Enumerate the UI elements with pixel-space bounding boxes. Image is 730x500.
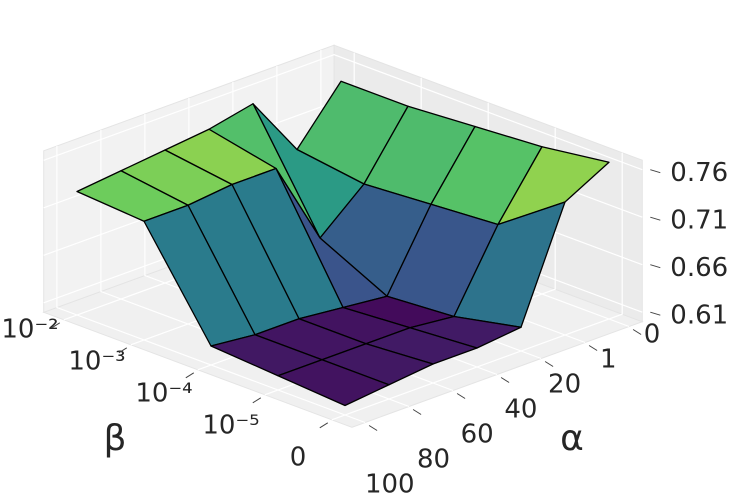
surface-face — [277, 359, 390, 407]
z-tick-label: 0.61 — [670, 301, 728, 331]
y-tick — [412, 409, 422, 415]
x-tick-label: 10⁻⁴ — [135, 379, 192, 409]
y-tick — [456, 393, 466, 399]
x-tick-label: 10⁻⁵ — [202, 411, 259, 441]
z-tick — [650, 169, 661, 174]
x-tick-label: 10⁻³ — [68, 347, 125, 377]
y-tick — [588, 345, 598, 351]
y-tick-label: 1 — [600, 345, 617, 375]
surface — [76, 80, 610, 407]
y-tick — [632, 329, 642, 335]
x-tick — [118, 347, 128, 354]
x-axis-title: β — [104, 418, 127, 459]
x-tick-label: 10⁻² — [1, 315, 58, 345]
x-tick-label: 0 — [290, 443, 307, 473]
z-tick — [650, 216, 661, 221]
x-tick — [51, 322, 61, 329]
z-tick-label: 0.66 — [670, 253, 728, 283]
y-tick — [500, 377, 510, 383]
z-tick-label: 0.76 — [670, 158, 728, 188]
y-tick — [544, 361, 554, 367]
x-tick — [319, 422, 329, 429]
grid-line — [331, 152, 623, 421]
y-tick — [368, 425, 378, 431]
grid-line — [43, 54, 643, 171]
z-tick — [650, 311, 661, 316]
x-tick — [252, 397, 262, 404]
y-tick-label: 0 — [644, 320, 661, 350]
y-tick-label: 80 — [417, 445, 450, 475]
x-tick — [185, 372, 195, 379]
y-axis-title: α — [560, 418, 584, 459]
y-tick-label: 20 — [548, 370, 581, 400]
z-tick-label: 0.71 — [670, 206, 728, 236]
grid-line — [56, 146, 366, 424]
y-tick-label: 60 — [461, 420, 494, 450]
y-tick-label: 100 — [365, 470, 415, 500]
y-tick-label: 40 — [504, 395, 537, 425]
z-tick — [650, 264, 661, 269]
